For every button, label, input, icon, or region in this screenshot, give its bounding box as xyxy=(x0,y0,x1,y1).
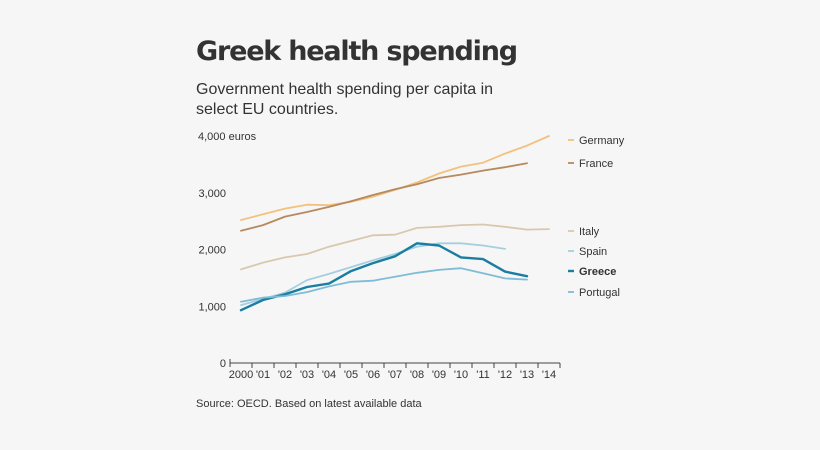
y-tick-label: 2,000 xyxy=(198,245,226,257)
x-axis: 2000'01 '02 '03 '04 '05 '06 '07 '08 '09 '10 '11 '12… xyxy=(229,359,561,381)
source-note: Source: OECD. Based on latest available … xyxy=(196,398,422,410)
y-tick-label: 0 xyxy=(220,358,226,370)
x-tick-label: '07 xyxy=(388,369,402,381)
chart-title: Greek health spending xyxy=(196,36,518,67)
legend-label-portugal: Portugal xyxy=(579,287,620,299)
y-tick-label: 4,000 euros xyxy=(198,131,257,143)
x-tick-label: '09 xyxy=(432,369,446,381)
series-line-france xyxy=(240,162,528,232)
series-line-portugal xyxy=(240,267,528,303)
x-tick-label: '06 xyxy=(366,369,380,381)
legend-label-france: France xyxy=(579,158,613,170)
x-tick-label: '11 xyxy=(476,369,490,381)
y-tick-label: 1,000 xyxy=(198,301,226,313)
x-tick-label: '03 xyxy=(300,369,314,381)
x-tick-label: 2000 xyxy=(229,369,253,381)
legend: Germany France Italy Spain Greece Portugal xyxy=(568,135,625,299)
series-line-germany xyxy=(240,135,550,221)
series-lines xyxy=(239,135,550,312)
series-line-spain xyxy=(240,242,506,306)
legend-label-greece: Greece xyxy=(579,266,616,278)
chart-subtitle: Government health spending per capita in… xyxy=(196,81,494,118)
series-line-italy xyxy=(240,223,550,271)
x-tick-label: '12 xyxy=(498,369,512,381)
y-tick-label: 3,000 xyxy=(198,188,226,200)
x-tick-label: '08 xyxy=(410,369,424,381)
x-tick-label: '14 xyxy=(542,369,556,381)
series-line-greece xyxy=(239,242,529,312)
y-axis: 0 1,000 2,000 3,000 4,000 euros xyxy=(198,131,257,370)
x-tick-label: '04 xyxy=(322,369,336,381)
x-tick-label: '05 xyxy=(344,369,358,381)
legend-label-germany: Germany xyxy=(579,135,625,147)
x-tick-label: '13 xyxy=(520,369,534,381)
legend-label-italy: Italy xyxy=(579,226,600,238)
legend-label-spain: Spain xyxy=(579,246,607,258)
x-tick-label: '02 xyxy=(278,369,292,381)
x-tick-label: '10 xyxy=(454,369,468,381)
x-tick-label: '01 xyxy=(256,369,270,381)
